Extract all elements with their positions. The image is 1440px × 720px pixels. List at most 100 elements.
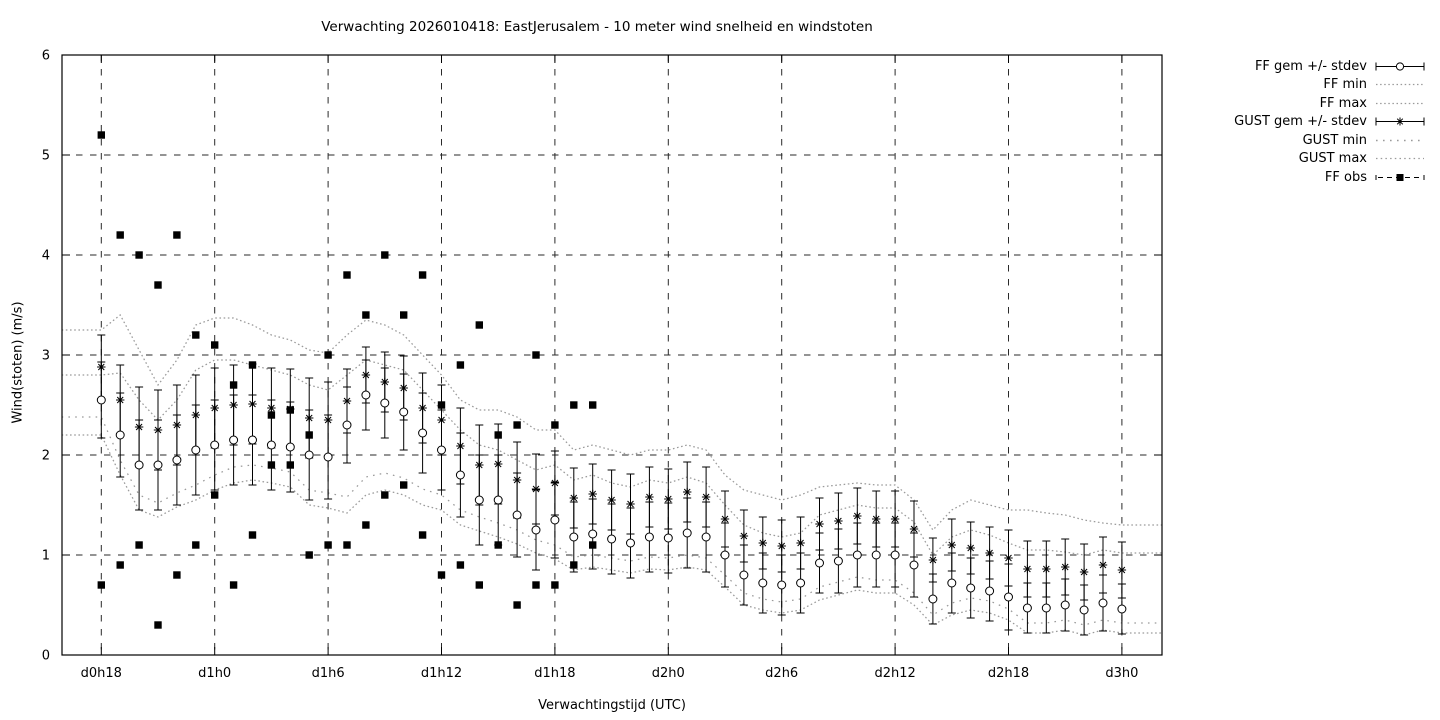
- ff-obs-marker: [570, 401, 578, 409]
- gust-mean-marker: [739, 531, 749, 541]
- ff-obs-marker: [97, 581, 105, 589]
- gust-mean-marker: [664, 494, 673, 504]
- ff-obs-marker: [589, 401, 597, 409]
- gust-mean-marker: [909, 524, 919, 534]
- gust-mean-marker: [758, 538, 767, 548]
- ff-mean-marker: [342, 420, 352, 430]
- gust-mean-marker: [399, 383, 408, 393]
- ff-mean-marker: [1022, 603, 1032, 613]
- gust-mean-marker: [928, 555, 938, 565]
- gust-mean-marker: [985, 548, 994, 558]
- legend-item-gust-min: GUST min: [1168, 131, 1426, 150]
- ff-mean-marker: [455, 470, 465, 480]
- ff-obs-marker: [513, 601, 521, 609]
- gust-mean-marker: [172, 420, 182, 430]
- ff-obs-marker: [286, 406, 294, 414]
- x-axis-label: Verwachtingstijd (UTC): [538, 698, 686, 713]
- gust-mean-marker: [872, 514, 881, 524]
- ff-mean-marker: [663, 533, 673, 543]
- gust-mean-marker: [494, 459, 503, 469]
- chart-title: Verwachting 2026010418: EastJerusalem - …: [321, 19, 873, 35]
- ff-obs-marker: [551, 581, 559, 589]
- gust-mean-marker: [796, 538, 805, 548]
- ff-mean-marker: [758, 578, 768, 588]
- gust-mean-marker: [1023, 564, 1032, 574]
- gust-mean-marker: [512, 475, 522, 485]
- ff-mean-marker: [607, 534, 617, 544]
- gust-mean-marker: [1004, 553, 1013, 563]
- ff-obs-marker: [551, 421, 559, 429]
- gust-mean-marker: [418, 403, 427, 413]
- ff-mean-marker: [966, 583, 976, 593]
- ff-mean-marker: [418, 428, 428, 438]
- ff-mean-marker: [474, 495, 484, 505]
- ff-obs-marker: [211, 491, 219, 499]
- ff-mean-marker: [512, 510, 522, 520]
- ff-obs-marker: [362, 311, 370, 319]
- ff-obs-marker: [456, 561, 465, 569]
- legend-item-gust-gem: GUST gem +/- stdev: [1168, 113, 1426, 132]
- ff-obs-marker: [343, 541, 351, 549]
- gust-mean-marker: [853, 511, 862, 521]
- mean-markers: [96, 362, 1127, 615]
- obs-square-sample-icon: [1375, 173, 1425, 181]
- ff-mean-marker: [323, 452, 333, 462]
- ff-obs-marker: [418, 271, 427, 279]
- gust-mean-marker: [966, 543, 975, 553]
- ff-mean-marker: [361, 390, 371, 400]
- gust-mean-marker: [947, 540, 956, 550]
- ff-mean-marker: [682, 528, 692, 538]
- x-tick-label: d1h12: [421, 666, 462, 681]
- ff-mean-marker: [626, 538, 635, 548]
- gust-mean-marker: [1061, 562, 1070, 572]
- ff-mean-marker: [229, 435, 239, 445]
- ff-mean-marker: [134, 460, 144, 470]
- ff-obs-marker: [154, 281, 162, 289]
- gust-mean-marker: [1098, 560, 1108, 570]
- y-tick-label: 5: [42, 149, 50, 164]
- ff-mean-marker: [871, 550, 881, 560]
- x-tick-label: d2h12: [874, 666, 915, 681]
- ff-mean-marker: [437, 445, 446, 455]
- ff-obs-marker: [513, 421, 521, 429]
- ff-mean-marker: [644, 532, 654, 542]
- gust-mean-marker: [1042, 564, 1051, 574]
- gust-mean-marker: [380, 377, 389, 387]
- ff-obs-marker: [116, 561, 124, 569]
- y-axis-label: Wind(stoten) (m/s): [10, 301, 26, 424]
- y-tick-label: 2: [42, 449, 50, 464]
- ff-obs-marker: [267, 411, 276, 419]
- ff-obs-marker: [589, 541, 597, 549]
- ff-obs-marker: [248, 531, 257, 539]
- ff-obs-marker: [229, 581, 238, 589]
- legend-item-ff-obs: FF obs: [1168, 168, 1426, 187]
- ff-mean-marker: [399, 407, 409, 417]
- errorbar-asterisk-sample-icon: [1375, 117, 1425, 126]
- ff-obs-marker: [475, 581, 483, 589]
- gust-mean-marker: [153, 425, 163, 435]
- gust-mean-marker: [588, 489, 597, 499]
- gust-mean-marker: [683, 487, 692, 497]
- ff-obs-marker: [97, 131, 105, 139]
- gust-mean-marker: [267, 403, 276, 413]
- legend-label: FF max: [1319, 95, 1367, 111]
- ff-mean-marker: [947, 578, 957, 588]
- ff-obs-marker: [135, 541, 143, 549]
- x-tick-label: d2h18: [988, 666, 1029, 681]
- gust-mean-marker: [890, 514, 900, 524]
- gust-mean-marker: [645, 492, 654, 502]
- sparse-dotted-line-sample-icon: [1376, 139, 1424, 141]
- ff-obs-marker: [305, 551, 313, 559]
- x-tick-label: d1h18: [534, 666, 575, 681]
- ff-obs-marker: [324, 351, 332, 359]
- ff-obs-marker: [532, 581, 540, 589]
- gust-mean-marker: [361, 370, 371, 380]
- ff-obs-marker: [362, 521, 370, 529]
- ff-obs-marker: [494, 541, 502, 549]
- ff-obs-marker: [173, 231, 181, 239]
- gust-mean-marker: [210, 403, 219, 413]
- ff-obs-marker: [324, 541, 332, 549]
- dotted-line-sample-icon: [1376, 84, 1424, 86]
